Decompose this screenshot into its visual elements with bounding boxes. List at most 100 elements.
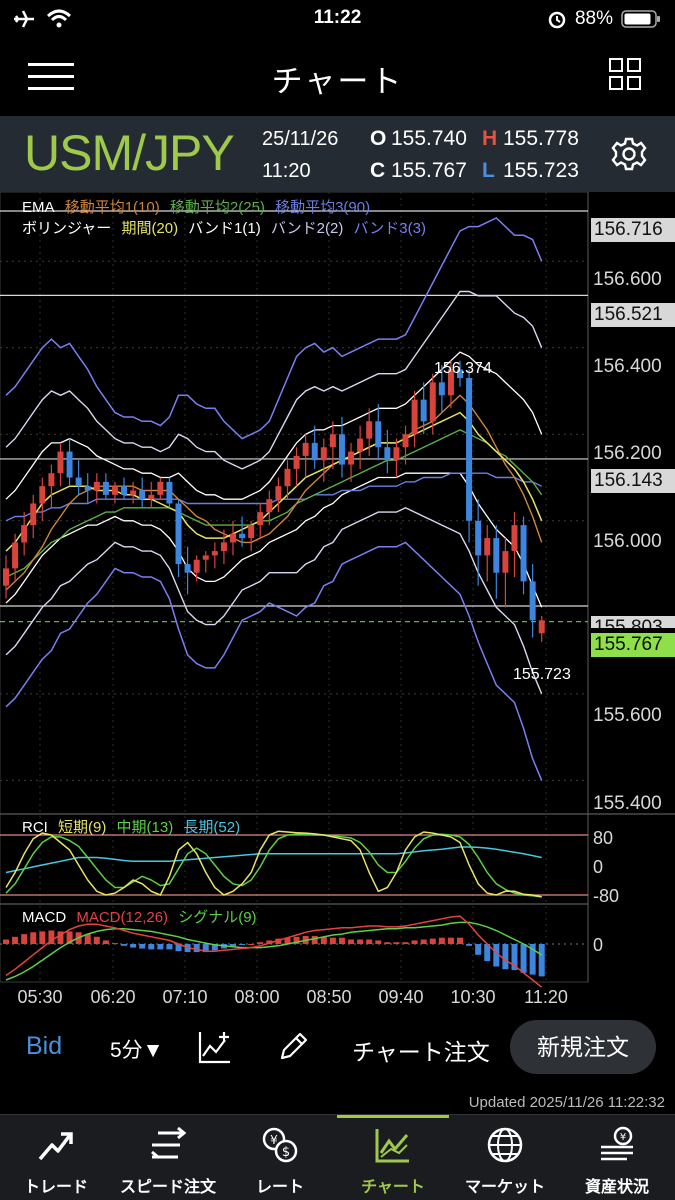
add-indicator-icon[interactable] (198, 1030, 232, 1064)
macd-signal-line (5, 921, 543, 981)
svg-text:¥: ¥ (270, 1133, 278, 1147)
candle-body (457, 369, 463, 379)
macd-histogram-bar (402, 942, 409, 944)
macd-histogram-bar (66, 931, 73, 944)
gear-icon[interactable] (611, 136, 647, 172)
macd-histogram-bar (266, 940, 273, 944)
symbol-header: USM/JPY 25/11/26 11:20 O 155.740 H 155.7… (0, 116, 675, 192)
time-tick: 11:20 (524, 987, 568, 1007)
legend-rci-short: 短期(9) (58, 819, 107, 836)
legend-rci-mid: 中期(13) (116, 819, 174, 836)
macd-histogram-bar (529, 944, 536, 975)
pencil-icon[interactable] (276, 1030, 310, 1064)
candle-date: 25/11/26 (262, 128, 339, 150)
new-order-button[interactable]: 新規注文 (510, 1020, 656, 1074)
legend-bollinger: ボリンジャー (22, 220, 112, 237)
macd-histogram-bar (348, 939, 355, 944)
tab-label: 資産状況 (584, 1179, 649, 1196)
macd-histogram-bar (275, 938, 282, 944)
alarm-icon (548, 11, 566, 29)
tab-chart[interactable]: チャート (337, 1115, 449, 1200)
macd-histogram-bar (84, 934, 91, 944)
layout-grid-icon[interactable] (609, 58, 641, 90)
currency-pair[interactable]: USM/JPY (24, 125, 235, 181)
chart-order-button[interactable]: チャート注文 (352, 1039, 490, 1065)
macd-histogram-bar (211, 944, 218, 951)
macd-histogram-bar (493, 944, 500, 967)
candle-body (66, 451, 73, 478)
hamburger-menu-icon[interactable] (28, 62, 74, 92)
candle-body (157, 481, 164, 495)
tab-market[interactable]: マーケット (449, 1115, 561, 1200)
candle-body (130, 490, 137, 495)
candle-body (111, 486, 118, 495)
candle-body (21, 525, 28, 543)
rci-legend: RCI 短期(9) 中期(13) 長期(52) (22, 816, 246, 837)
macd-histogram-bar (130, 944, 137, 948)
high-label: H (482, 127, 498, 150)
legend-rci-long: 長期(52) (183, 819, 241, 836)
interval-dropdown[interactable]: 5分▼ (110, 1039, 164, 1062)
low-marker: 155.723 (513, 666, 571, 683)
price-tick: 156.400 (593, 356, 662, 377)
macd-histogram-bar (239, 944, 246, 945)
bid-ask-toggle[interactable]: Bid (26, 1032, 63, 1060)
candle-body (493, 538, 500, 573)
candle-body (384, 447, 391, 461)
battery-icon (621, 10, 660, 28)
macd-histogram-bar (475, 944, 482, 955)
macd-histogram-bar (520, 944, 527, 973)
candle-body (375, 421, 382, 448)
candle-body (148, 494, 155, 500)
tab-assets[interactable]: ¥ 資産状況 (561, 1115, 673, 1200)
ma3-line (5, 472, 542, 522)
macd-histogram-bar (93, 936, 100, 944)
candle-body (447, 369, 454, 396)
candle-body (57, 451, 64, 474)
high-marker: 156.374 (434, 360, 492, 377)
ema-legend: EMA 移動平均1(10) 移動平均2(25) 移動平均3(90) (22, 196, 376, 217)
macd-histogram-bar (511, 944, 518, 971)
chart-area[interactable]: EMA 移動平均1(10) 移動平均2(25) 移動平均3(90) ボリンジャー… (0, 192, 675, 1018)
tab-trade[interactable]: トレード (0, 1115, 112, 1200)
macd-histogram-bar (121, 944, 128, 946)
candle-body (102, 481, 109, 495)
price-level-tag: 156.716 (591, 218, 675, 242)
macd-histogram-bar (248, 944, 255, 945)
macd-histogram-bar (102, 940, 109, 944)
candle-body (30, 503, 37, 526)
candle-body (139, 490, 146, 500)
bollinger-lower3-line (5, 541, 543, 781)
time-tick: 08:50 (306, 987, 352, 1007)
legend-signal: シグナル(9) (178, 909, 257, 926)
candle-body (93, 481, 100, 491)
legend-band2: バンド2(2) (270, 220, 344, 237)
price-chart[interactable] (0, 192, 675, 1018)
line-chart-icon (375, 1129, 409, 1163)
globe-icon (487, 1127, 523, 1163)
macd-legend: MACD MACD(12,26) シグナル(9) (22, 906, 263, 927)
candle-body (475, 520, 482, 556)
candle-body (257, 512, 264, 526)
candle-body (284, 468, 291, 487)
candle-body (348, 451, 355, 465)
time-tick: 10:30 (450, 987, 496, 1007)
macd-histogram-bar (447, 937, 454, 944)
price-tick: 156.200 (593, 443, 662, 464)
legend-band3: バンド3(3) (353, 220, 426, 237)
candle-body (230, 533, 236, 543)
candle-body (193, 559, 200, 573)
price-level-tag: 155.803 (591, 616, 675, 628)
tab-speed-order[interactable]: スピード注文 (112, 1115, 224, 1200)
macd-histogram-bar (420, 939, 427, 944)
tab-rate[interactable]: ¥ $ レート (224, 1115, 336, 1200)
bollinger-upper3-line (5, 217, 543, 440)
legend-ma1: 移動平均1(10) (64, 199, 160, 216)
price-tick: 155.600 (593, 705, 662, 726)
bollinger-upper1-line (5, 351, 543, 500)
candle-body (275, 486, 282, 500)
macd-histogram-bar (148, 944, 155, 950)
status-left (12, 8, 72, 30)
candle-body (484, 538, 491, 556)
close-label: C (370, 159, 386, 182)
